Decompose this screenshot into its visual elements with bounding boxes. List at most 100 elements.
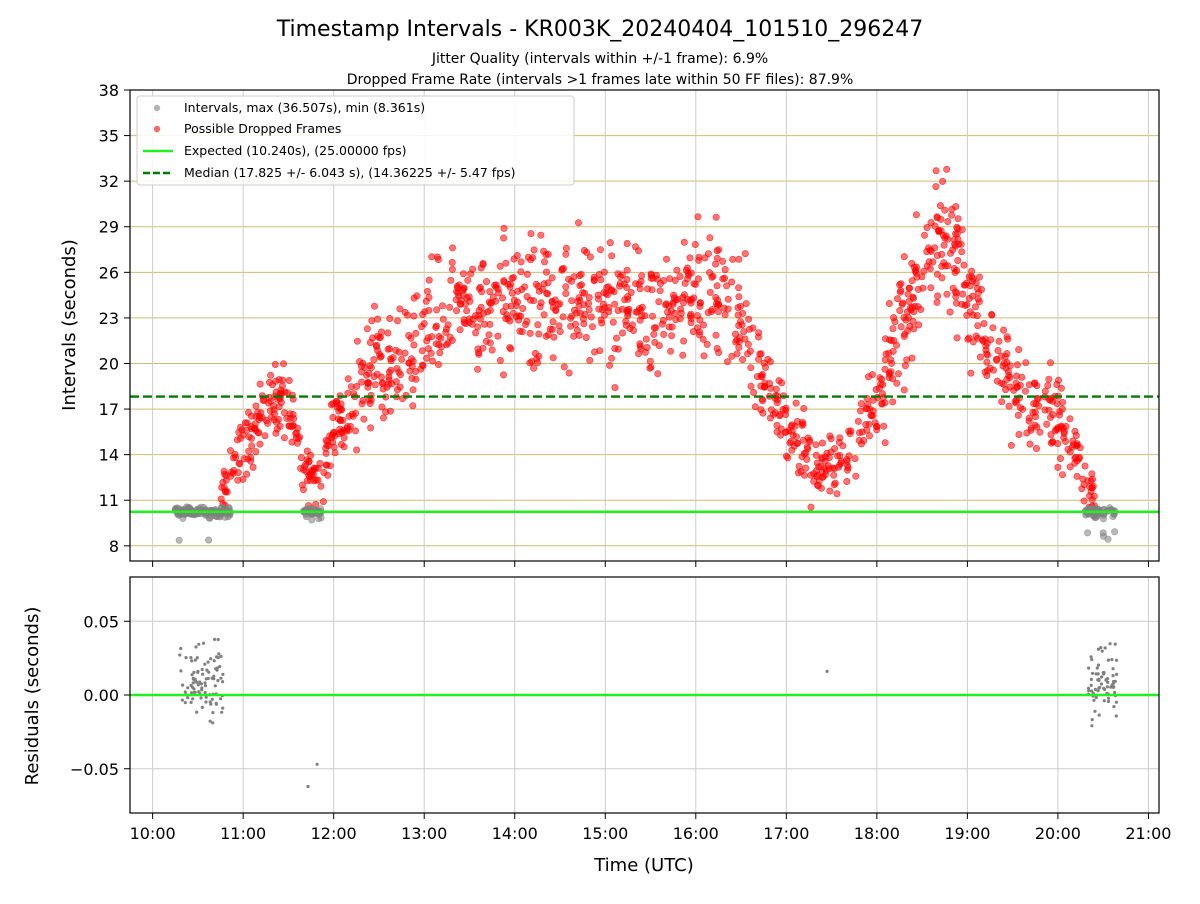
residual-point (1100, 675, 1104, 679)
dropped-point (507, 345, 515, 353)
dropped-point (1053, 400, 1061, 408)
dropped-point (586, 253, 594, 261)
dropped-point (887, 336, 895, 344)
dropped-point (389, 354, 397, 362)
dropped-point (912, 263, 920, 271)
dropped-point (881, 439, 889, 447)
dropped-point (526, 329, 534, 337)
residual-point (1099, 646, 1103, 650)
dropped-point (649, 274, 657, 282)
dropped-point (433, 306, 441, 314)
dropped-point (833, 490, 841, 498)
x-tick-label: 21:00 (1125, 824, 1171, 843)
dropped-point (960, 261, 968, 269)
dropped-point (479, 344, 487, 352)
residuals-panel: 10:00 11:00 12:00 13:00 14:00 15:00 16:00 17:00… (70, 576, 1171, 843)
dropped-point (496, 356, 504, 364)
dropped-point (994, 346, 1002, 354)
dropped-point (905, 297, 913, 305)
dropped-point (720, 304, 728, 312)
dropped-point (360, 415, 368, 423)
dropped-point (597, 316, 605, 324)
dropped-point (989, 324, 997, 332)
dropped-points-series (217, 165, 1099, 511)
dropped-point (933, 270, 941, 278)
dropped-point (559, 313, 567, 321)
dropped-point (353, 382, 361, 390)
dropped-point (324, 471, 332, 479)
residual-point (1086, 686, 1091, 691)
dropped-point (636, 285, 644, 293)
dropped-point (575, 331, 583, 339)
dropped-point (220, 467, 228, 475)
dropped-point (396, 371, 404, 379)
dropped-point (280, 434, 288, 442)
residual-point (191, 697, 195, 701)
dropped-point (336, 416, 344, 424)
residual-point (1111, 685, 1115, 690)
dropped-point (1073, 442, 1081, 450)
dropped-point (974, 322, 982, 330)
residual-point (186, 686, 190, 690)
dropped-point (917, 305, 925, 313)
dropped-point (706, 288, 714, 296)
dropped-point (668, 323, 676, 331)
dropped-point (608, 354, 616, 362)
dropped-point (392, 346, 400, 354)
dropped-point (826, 487, 834, 495)
dropped-point (467, 270, 475, 278)
dropped-point (1015, 346, 1023, 354)
residual-point (197, 642, 201, 646)
residual-point (192, 687, 196, 691)
dropped-point (980, 320, 988, 328)
dropped-point (750, 388, 758, 396)
dropped-point (974, 289, 982, 297)
dropped-point (268, 381, 276, 389)
dropped-point (835, 438, 843, 446)
dropped-point (856, 407, 864, 415)
dropped-point (474, 365, 482, 373)
dropped-point (580, 247, 588, 255)
dropped-point (975, 298, 983, 306)
y-tick-label: 0.00 (83, 686, 119, 705)
interval-points-series (171, 503, 1119, 544)
dropped-point (436, 349, 444, 357)
dropped-point (486, 288, 494, 296)
dropped-point (472, 329, 480, 337)
residual-point (1114, 700, 1118, 704)
dropped-point (548, 274, 556, 282)
dropped-point (878, 399, 886, 407)
dropped-point (781, 428, 789, 436)
residual-point (196, 683, 200, 687)
dropped-point (986, 364, 994, 372)
dropped-point (694, 213, 702, 221)
dropped-point (508, 274, 516, 282)
dropped-point (540, 311, 548, 319)
dropped-point (596, 246, 604, 254)
dropped-point (998, 398, 1006, 406)
dropped-point (523, 270, 531, 278)
dropped-point (699, 321, 707, 329)
dropped-point (1064, 445, 1072, 453)
dropped-point (671, 309, 679, 317)
residual-point (211, 721, 215, 725)
dropped-point (535, 330, 543, 338)
residual-point (1100, 649, 1104, 653)
dropped-point (488, 346, 496, 354)
dropped-point (703, 340, 711, 348)
residual-point (1106, 658, 1110, 662)
residual-point (221, 672, 225, 677)
dropped-point (428, 333, 436, 341)
dropped-point (377, 352, 385, 360)
y-tick-label: 20 (99, 354, 119, 373)
dropped-point (393, 365, 401, 373)
dropped-point (903, 356, 911, 364)
dropped-point (776, 412, 784, 420)
dropped-point (562, 244, 570, 252)
dropped-point (232, 453, 240, 461)
residual-point (1092, 698, 1096, 702)
dropped-point (694, 275, 702, 283)
dropped-point (925, 244, 933, 252)
dropped-point (603, 284, 611, 292)
